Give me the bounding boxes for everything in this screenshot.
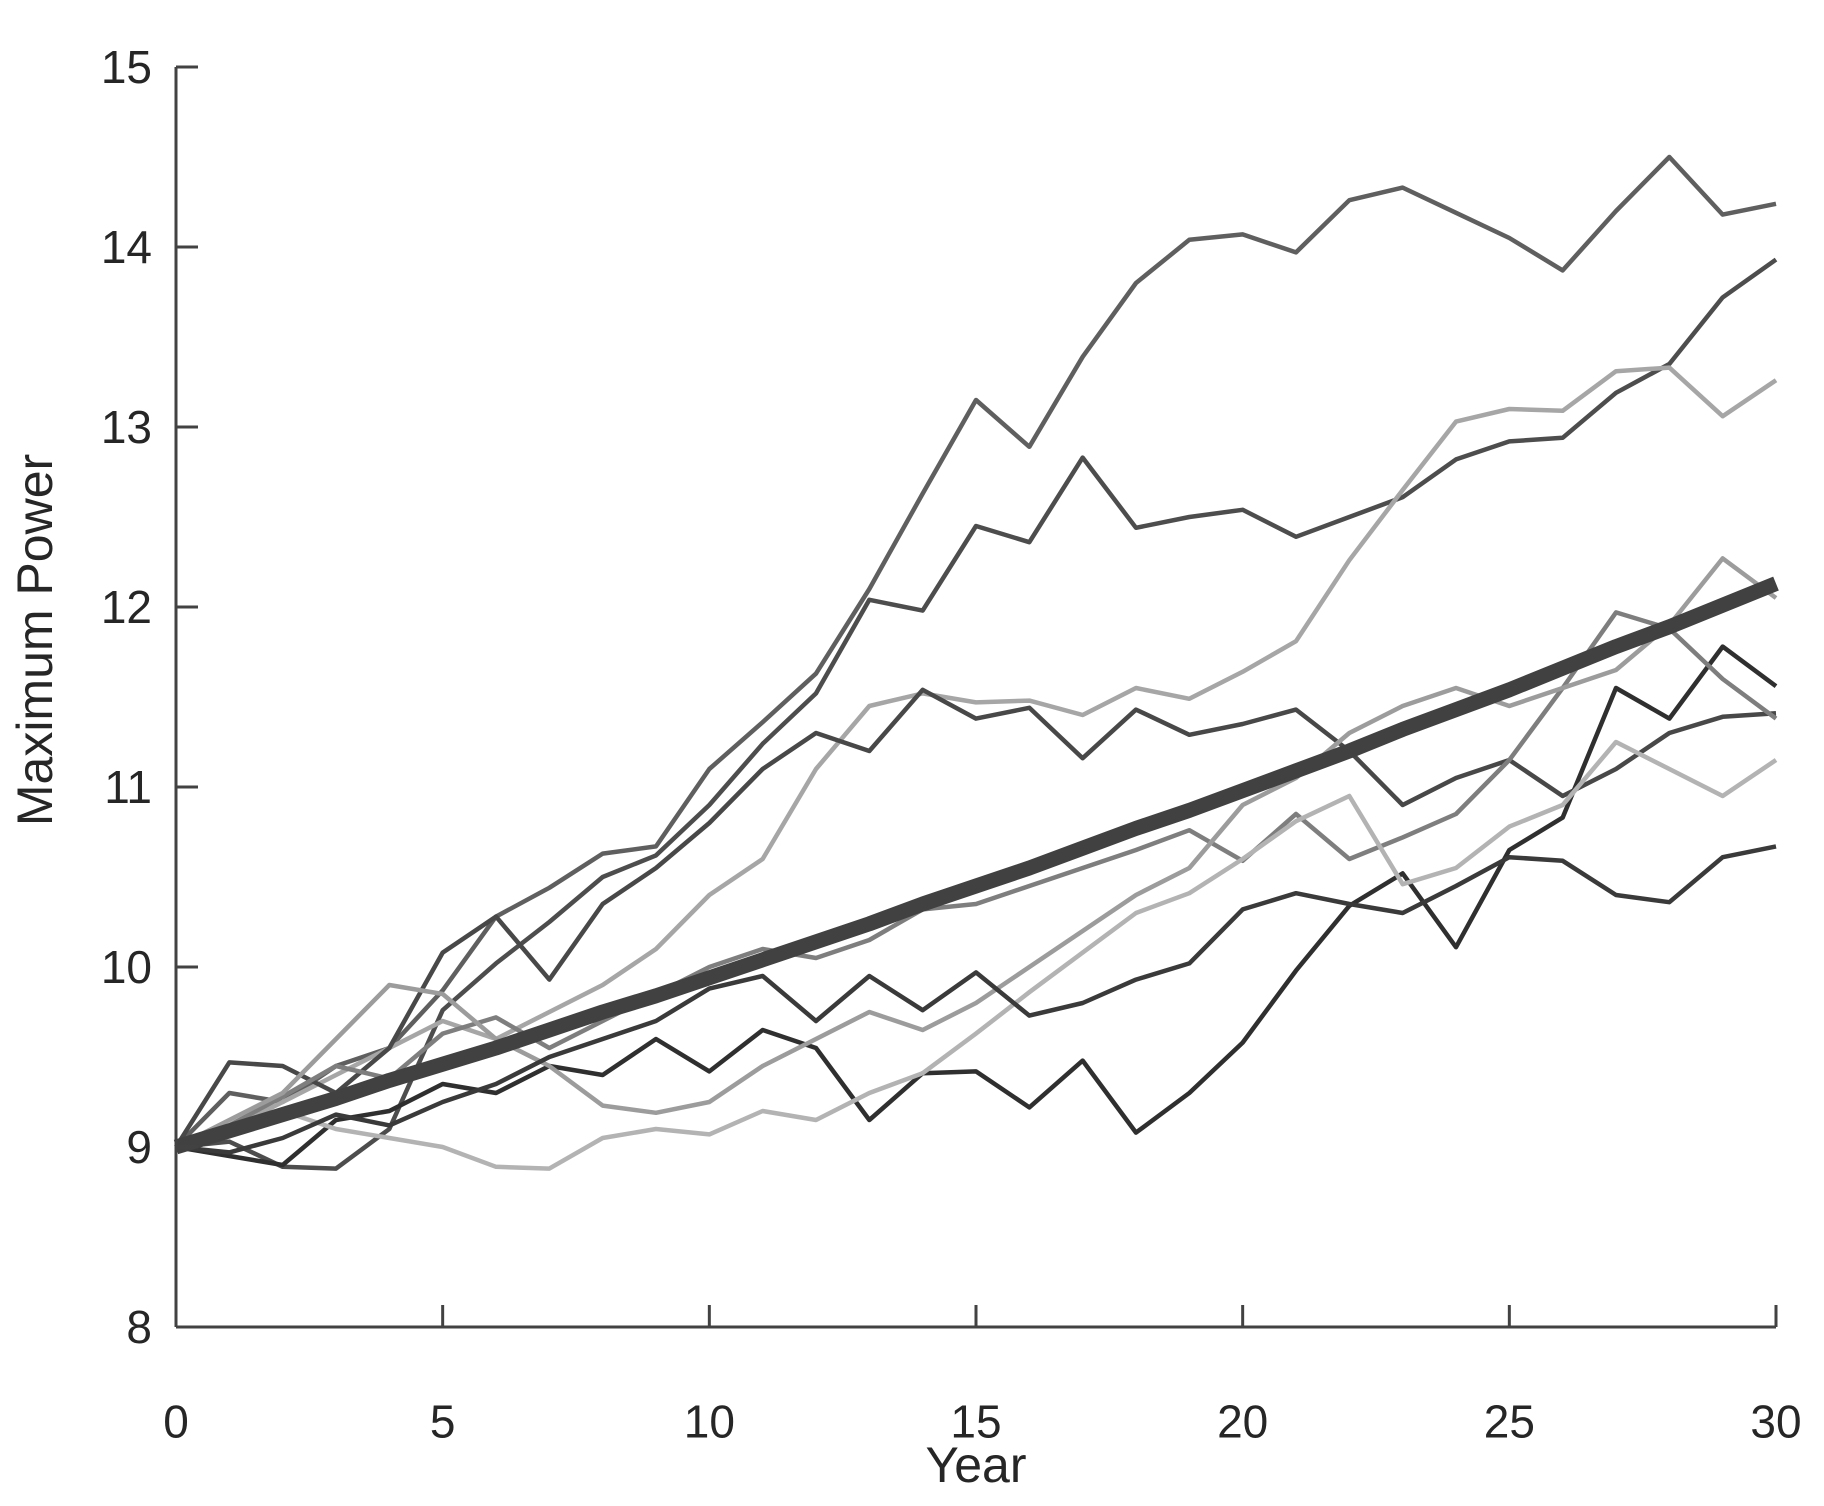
y-tick-label: 12 xyxy=(101,581,152,633)
y-tick-label: 13 xyxy=(101,401,152,453)
series-layer xyxy=(173,154,1779,1171)
y-tick-label: 14 xyxy=(101,221,152,273)
x-axis-title: Year xyxy=(925,1437,1026,1493)
x-tick-label: 10 xyxy=(684,1396,735,1448)
y-tick-label: 11 xyxy=(104,761,152,813)
tick-labels-layer: 8 9 10 11 12 13 14 15 0 5 10 15 20 25 30 xyxy=(101,41,1802,1447)
sample-path-1 xyxy=(174,154,1777,1149)
expected-growth-trend xyxy=(173,576,1779,1155)
y-tick-label: 9 xyxy=(126,1121,152,1173)
x-tick-label: 25 xyxy=(1484,1396,1535,1448)
sample-path-8 xyxy=(174,556,1778,1150)
x-tick-label: 20 xyxy=(1217,1396,1268,1448)
y-tick-label: 8 xyxy=(126,1301,152,1353)
sample-path-2 xyxy=(175,257,1778,1171)
x-tick-label: 5 xyxy=(430,1396,456,1448)
x-tick-label: 30 xyxy=(1750,1396,1801,1448)
y-tick-label: 10 xyxy=(101,941,152,993)
sample-path-5 xyxy=(175,644,1778,1168)
axes-layer xyxy=(174,65,1778,1329)
sample-path-3 xyxy=(175,365,1778,1150)
sample-path-9 xyxy=(175,844,1777,1155)
y-tick-label: 15 xyxy=(101,41,152,93)
x-tick-label: 0 xyxy=(163,1396,189,1448)
sample-path-6 xyxy=(175,610,1778,1150)
x-tick-label: 15 xyxy=(950,1396,1001,1448)
sample-path-7 xyxy=(175,739,1778,1171)
y-axis-title: Maximum Power xyxy=(7,454,63,826)
